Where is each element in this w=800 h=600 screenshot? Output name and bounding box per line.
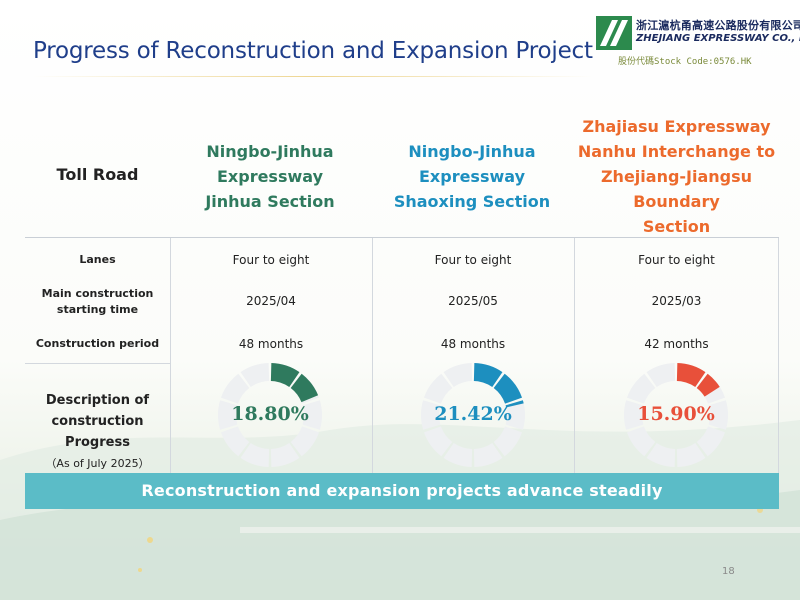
landscape-background [0, 420, 800, 600]
column-header-line: Zhajiasu Expressway [582, 117, 771, 136]
stock-code: 股份代碼Stock Code:0576.HK [618, 57, 752, 67]
donut-progress-segment [676, 363, 706, 387]
donut-segment [218, 400, 238, 430]
donut-segment [240, 443, 270, 467]
column-header-jinhua: Ningbo-Jinhua Expressway Jinhua Section [170, 139, 370, 214]
row-label-line: Progress [65, 435, 130, 450]
column-header-zhajiasu: Zhajiasu Expressway Nanhu Interchange to… [574, 114, 779, 239]
donut-segment [505, 400, 525, 430]
donut-progress-segment [493, 373, 523, 404]
column-header-line: Jinhua Section [205, 192, 335, 211]
column-header-line: Ningbo-Jinhua [408, 142, 536, 161]
cell-period: 48 months [440, 337, 506, 351]
project-table: Lanes Main construction starting time Co… [25, 237, 779, 474]
cell-lanes: Four to eight [232, 253, 310, 267]
column-header-line: Boundary [633, 192, 720, 211]
row-label-period: Construction period [35, 337, 160, 350]
progress-donut-jinhua [218, 363, 322, 467]
company-name-cn: 浙江滬杭甬高速公路股份有限公司 [636, 19, 800, 32]
column-header-line: Expressway [216, 167, 323, 186]
donut-segment [626, 373, 656, 404]
donut-segment [423, 426, 453, 457]
column-divider [574, 238, 575, 474]
expressway-logo-icon [596, 16, 632, 50]
company-name-en: ZHEJIANG EXPRESSWAY CO., LTD. [636, 33, 800, 44]
column-divider [778, 238, 779, 474]
donut-segment [443, 443, 473, 467]
donut-segment [423, 373, 453, 404]
donut-segment [421, 400, 441, 430]
summary-banner: Reconstruction and expansion projects ad… [25, 473, 779, 509]
donut-segment [302, 400, 322, 430]
row-label-description: Description of construction Progress （As… [25, 390, 170, 474]
progress-percent-shaoxing: 21.42% [434, 403, 512, 425]
cell-start: 2025/03 [651, 294, 702, 308]
column-header-line: Ningbo-Jinhua [206, 142, 334, 161]
column-header-line: Zhejiang-Jiangsu [600, 167, 753, 186]
donut-segment [473, 443, 503, 467]
progress-percent-jinhua: 18.80% [231, 403, 309, 425]
donut-segment [696, 426, 726, 457]
progress-donut-zhajiasu [624, 363, 728, 467]
donut-segment [290, 426, 320, 457]
company-logo: 浙江滬杭甬高速公路股份有限公司 ZHEJIANG EXPRESSWAY CO.,… [596, 13, 800, 73]
page-number: 18 [722, 566, 735, 577]
column-header-line: Shaoxing Section [393, 192, 551, 211]
row-label-start: Main construction starting time [25, 286, 170, 318]
cell-period: 48 months [238, 337, 304, 351]
row-label-asof: （As of July 2025） [45, 457, 150, 470]
donut-segment [220, 373, 250, 404]
progress-donut-shaoxing [421, 363, 525, 467]
donut-progress-segment [270, 363, 300, 387]
donut-segment [240, 363, 270, 387]
column-header-shaoxing: Ningbo-Jinhua Expressway Shaoxing Sectio… [372, 139, 572, 214]
donut-segment [624, 400, 644, 430]
title-divider [33, 76, 593, 77]
cell-lanes: Four to eight [638, 253, 715, 267]
column-header-line: Section [642, 217, 711, 236]
row-divider [25, 363, 170, 364]
column-divider [372, 238, 373, 474]
donut-segment [443, 363, 473, 387]
donut-segment [493, 426, 523, 457]
row-label-lanes: Lanes [79, 253, 116, 266]
toll-road-header: Toll Road [56, 165, 139, 184]
donut-segment [220, 426, 250, 457]
donut-segment [676, 443, 706, 467]
donut-segment [270, 443, 300, 467]
column-header-line: Expressway [418, 167, 525, 186]
donut-progress-segment [505, 400, 524, 408]
cell-start: 2025/04 [246, 294, 296, 308]
donut-progress-segment [473, 363, 503, 387]
column-divider [170, 238, 171, 474]
row-label-line: construction [51, 414, 144, 429]
cell-start: 2025/05 [448, 294, 498, 308]
cell-period: 42 months [644, 337, 709, 351]
row-label-line: Description of [45, 393, 150, 408]
donut-segment [646, 443, 676, 467]
column-header-line: Nanhu Interchange to [577, 142, 776, 161]
donut-segment [646, 363, 676, 387]
donut-segment [626, 426, 656, 457]
row-label-line: Main construction [41, 287, 154, 300]
donut-progress-segment [696, 373, 720, 397]
page-title: Progress of Reconstruction and Expansion… [33, 38, 593, 64]
donut-segment [708, 400, 728, 430]
progress-percent-zhajiasu: 15.90% [637, 403, 715, 425]
cell-lanes: Four to eight [434, 253, 512, 267]
donut-progress-segment [290, 373, 319, 403]
row-label-line: starting time [56, 303, 139, 316]
